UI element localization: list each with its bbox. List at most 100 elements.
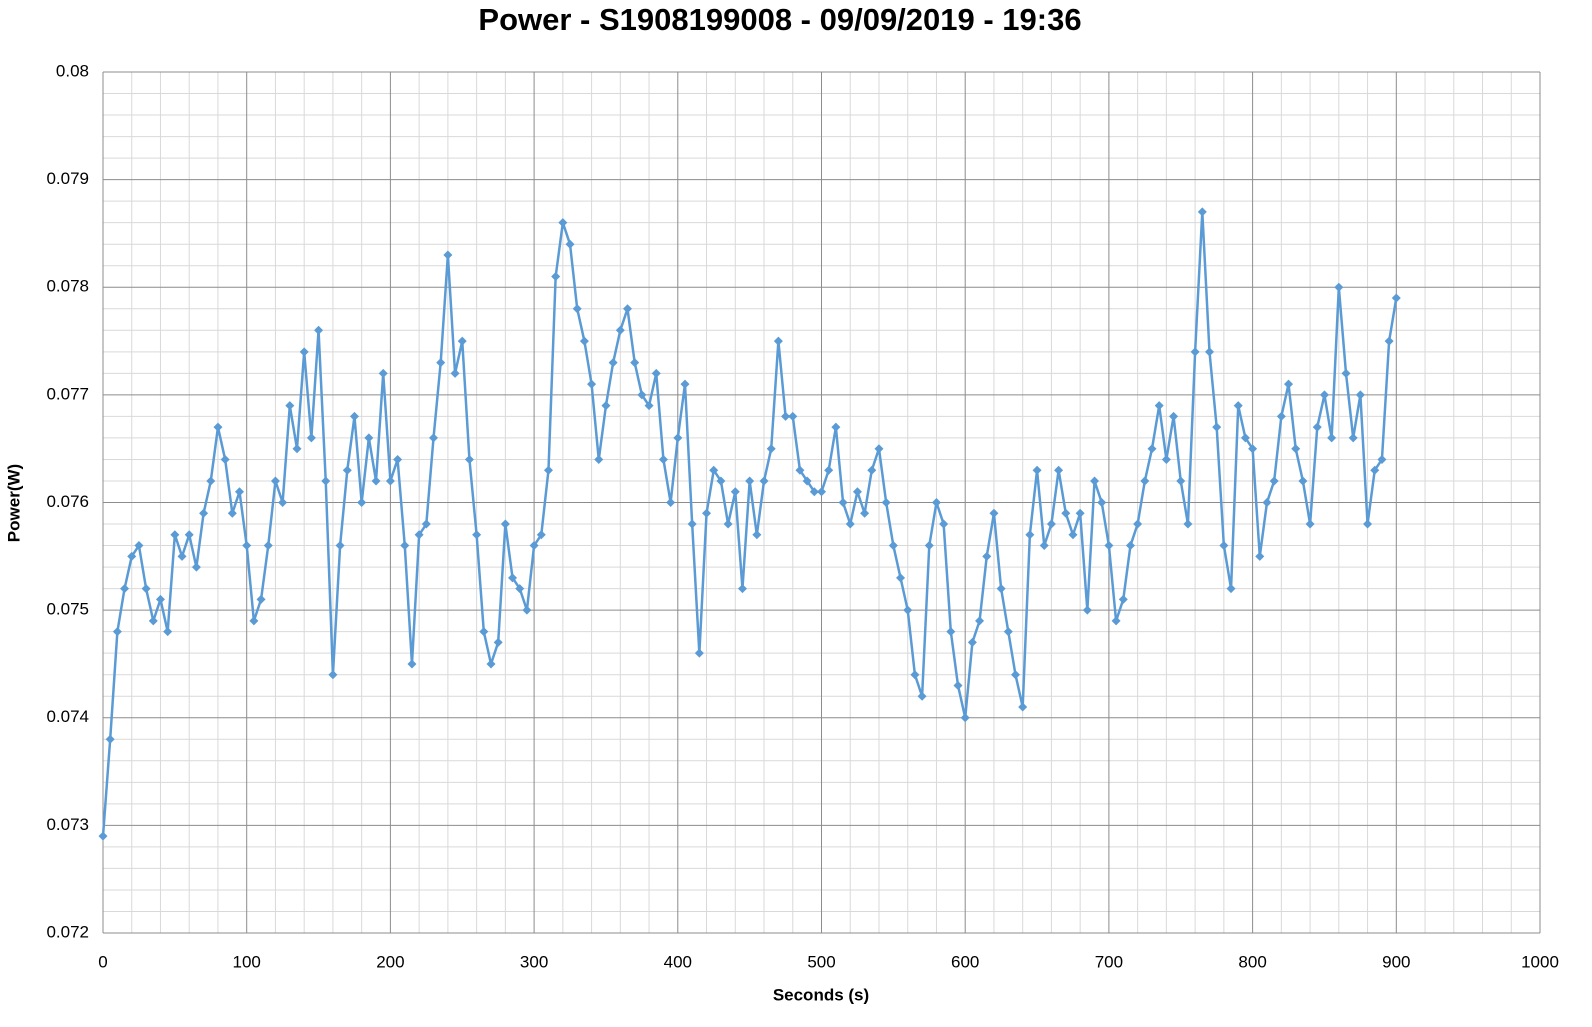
data-point — [910, 670, 920, 680]
data-point — [946, 627, 956, 637]
data-point — [414, 530, 424, 540]
data-point — [1334, 282, 1344, 292]
data-point — [881, 498, 891, 507]
y-tick-label: 0.076 — [46, 492, 89, 511]
data-point — [1377, 454, 1387, 464]
data-point — [1061, 508, 1071, 518]
data-point — [278, 498, 288, 507]
data-point — [931, 498, 941, 507]
data-point — [1312, 422, 1322, 432]
data-point — [522, 605, 532, 615]
data-point — [716, 476, 726, 486]
data-point — [1226, 584, 1236, 594]
x-tick-label: 500 — [807, 952, 835, 971]
data-point — [184, 530, 194, 540]
data-point — [148, 616, 158, 626]
data-point — [817, 487, 826, 497]
data-point — [213, 422, 223, 432]
data-point — [364, 433, 374, 443]
data-point — [1363, 519, 1373, 529]
data-point — [601, 401, 611, 411]
data-point — [824, 465, 834, 475]
data-point — [594, 454, 604, 464]
data-point — [421, 519, 431, 529]
data-point — [1284, 379, 1294, 389]
data-point — [299, 347, 309, 357]
data-point — [953, 680, 963, 690]
data-point — [788, 411, 798, 421]
data-point — [134, 541, 144, 551]
data-point — [651, 368, 661, 378]
data-point — [1140, 476, 1150, 486]
data-point — [155, 594, 165, 604]
data-point — [1291, 444, 1301, 454]
data-point — [206, 476, 216, 486]
data-point — [1054, 465, 1064, 475]
data-point — [1183, 519, 1193, 529]
data-point — [939, 519, 949, 529]
data-point — [493, 637, 503, 647]
data-point — [1133, 519, 1143, 529]
data-point — [256, 594, 266, 604]
data-point — [867, 465, 877, 475]
data-point — [314, 325, 324, 335]
data-point — [730, 487, 740, 497]
data-point — [1025, 530, 1035, 540]
data-point — [464, 454, 474, 464]
data-point — [888, 541, 898, 551]
data-point — [1269, 476, 1279, 486]
data-point — [385, 476, 395, 486]
data-point — [1276, 411, 1286, 421]
data-point — [809, 487, 819, 497]
y-tick-label: 0.073 — [46, 815, 89, 834]
data-point — [1161, 454, 1171, 464]
data-point — [235, 487, 245, 497]
data-point — [292, 444, 302, 454]
data-point — [874, 444, 884, 454]
data-point — [608, 358, 618, 368]
data-point — [1125, 541, 1135, 551]
data-point — [1391, 293, 1401, 303]
data-point — [378, 368, 388, 378]
data-point — [587, 379, 597, 389]
data-point — [105, 734, 115, 744]
data-point — [1233, 401, 1243, 411]
data-point — [967, 637, 977, 647]
data-point — [745, 476, 755, 486]
data-point — [472, 530, 482, 540]
data-point — [1355, 390, 1365, 400]
data-point — [1197, 207, 1207, 217]
data-point — [1341, 368, 1351, 378]
data-point — [285, 401, 295, 411]
data-point — [737, 584, 747, 594]
data-point — [371, 476, 381, 486]
x-tick-label: 600 — [951, 952, 979, 971]
data-point — [960, 713, 970, 723]
data-point — [120, 584, 130, 594]
y-axis-label: Power(W) — [4, 464, 23, 542]
y-tick-label: 0.074 — [46, 707, 89, 726]
x-tick-label: 0 — [98, 952, 107, 971]
data-point — [270, 476, 280, 486]
data-point — [328, 670, 338, 680]
data-point — [400, 541, 410, 551]
data-point — [342, 465, 352, 475]
data-point — [227, 508, 237, 518]
data-point — [702, 508, 712, 518]
data-point — [1248, 444, 1258, 454]
x-tick-label: 100 — [233, 952, 261, 971]
data-point — [1327, 433, 1337, 443]
data-point — [1111, 616, 1121, 626]
data-point — [1305, 519, 1315, 529]
y-tick-label: 0.079 — [46, 169, 89, 188]
data-point — [199, 508, 209, 518]
data-point — [838, 498, 848, 507]
data-point — [163, 627, 173, 637]
data-point — [917, 691, 927, 701]
data-point — [558, 218, 568, 228]
data-point — [924, 541, 934, 551]
data-point — [1090, 476, 1100, 486]
data-point — [543, 465, 553, 475]
data-point — [1348, 433, 1358, 443]
data-point — [1212, 422, 1222, 432]
